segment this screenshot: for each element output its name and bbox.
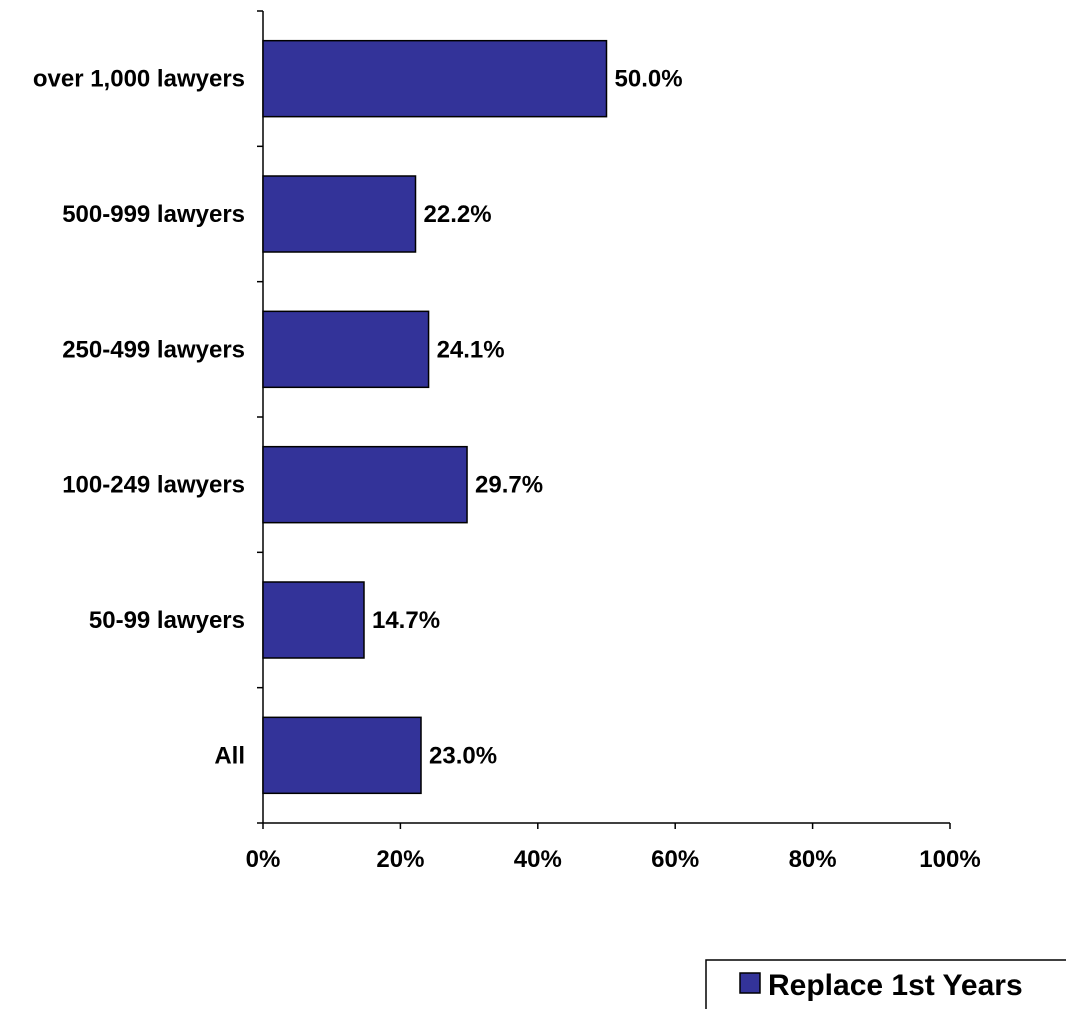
x-tick-label: 0%: [246, 846, 281, 873]
x-tick-label: 100%: [919, 846, 980, 873]
legend: Replace 1st Years: [705, 959, 1066, 1009]
category-label: 500-999 lawyers: [62, 201, 245, 228]
bar: [262, 310, 430, 389]
category-label: 100-249 lawyers: [62, 472, 245, 499]
x-tick-label: 80%: [789, 846, 837, 873]
legend-swatch: [739, 972, 761, 994]
bar: [262, 716, 422, 795]
bar: [262, 175, 417, 253]
plot-area: 0% 20% 40% 60% 80% 100% over 1,000 lawyers 50.0…: [33, 10, 981, 873]
bar: [262, 445, 468, 524]
bar: [262, 39, 608, 118]
x-tick-label: 60%: [651, 846, 699, 873]
x-tick-label: 20%: [376, 846, 424, 873]
data-label: 14.7%: [372, 607, 440, 634]
category-label: 50-99 lawyers: [89, 607, 245, 634]
category-label: over 1,000 lawyers: [33, 66, 245, 93]
x-tick-label: 40%: [514, 846, 562, 873]
data-label: 50.0%: [615, 66, 683, 93]
category-label: 250-499 lawyers: [62, 336, 245, 363]
legend-border: [705, 959, 1066, 1009]
data-label: 22.2%: [424, 201, 492, 228]
category-label: All: [214, 742, 245, 769]
data-label: 29.7%: [475, 472, 543, 499]
data-label: 23.0%: [429, 742, 497, 769]
data-label: 24.1%: [437, 336, 505, 363]
bar: [262, 581, 365, 659]
legend-label: Replace 1st Years: [768, 969, 1023, 1002]
